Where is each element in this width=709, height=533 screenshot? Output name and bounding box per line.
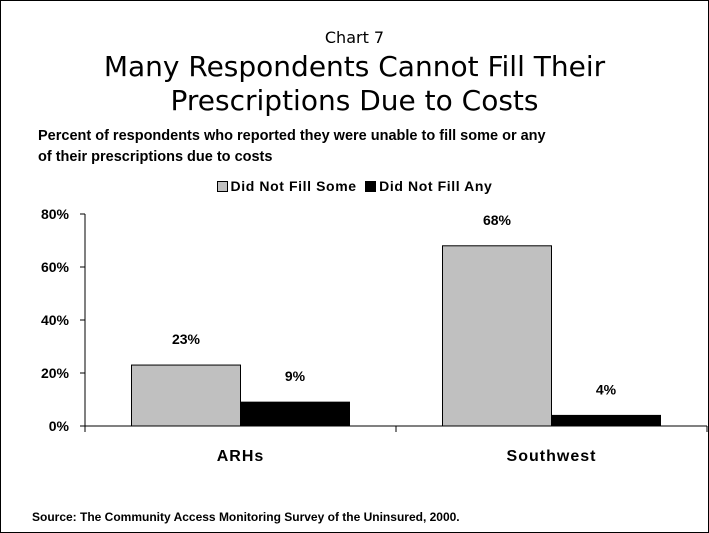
source-note: Source: The Community Access Monitoring …	[32, 510, 460, 524]
y-tick-label: 60%	[41, 259, 70, 275]
y-tick-label: 20%	[41, 365, 70, 381]
chart-subtitle-line-2: of their prescriptions due to costs	[38, 149, 273, 165]
chart-subtitle: Percent of respondents who reported they…	[38, 126, 698, 168]
chart-title-line-2: Prescriptions Due to Costs	[170, 84, 539, 117]
legend-label-some: Did Not Fill Some	[230, 178, 357, 194]
data-label: 9%	[285, 368, 306, 384]
bar-did-not-fill-any	[551, 414, 661, 427]
legend: Did Not Fill Some Did Not Fill Any	[0, 178, 709, 195]
y-tick-label: 0%	[49, 418, 70, 434]
chart-title: Many Respondents Cannot Fill Their Presc…	[0, 50, 709, 118]
x-category-label: ARHs	[217, 448, 265, 465]
legend-item-any: Did Not Fill Any	[365, 178, 492, 194]
bar-did-not-fill-any	[240, 401, 350, 427]
data-label: 4%	[596, 381, 617, 397]
data-label: 68%	[483, 212, 512, 228]
data-label: 23%	[172, 331, 201, 347]
chart-subtitle-line-1: Percent of respondents who reported they…	[38, 128, 546, 144]
chart-title-line-1: Many Respondents Cannot Fill Their	[103, 50, 606, 83]
chart-number: Chart 7	[324, 28, 385, 47]
legend-swatch-any	[365, 180, 377, 192]
legend-label-any: Did Not Fill Any	[379, 178, 493, 194]
bar-did-not-fill-some	[442, 245, 552, 427]
bar-did-not-fill-some	[131, 364, 241, 427]
legend-item-some: Did Not Fill Some	[216, 178, 357, 194]
y-tick-label: 40%	[41, 312, 70, 328]
legend-swatch-some	[216, 180, 228, 192]
y-tick-label: 80%	[41, 206, 70, 222]
x-category-label: Southwest	[507, 448, 597, 465]
